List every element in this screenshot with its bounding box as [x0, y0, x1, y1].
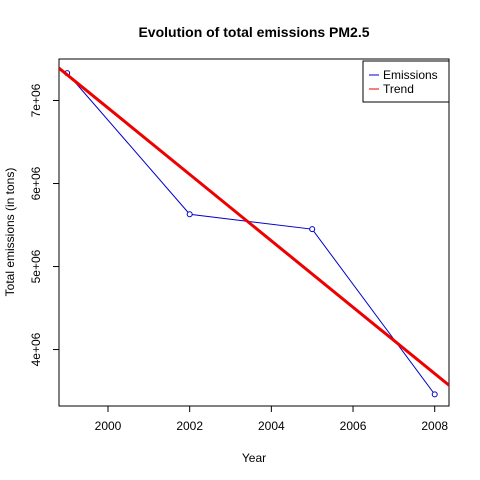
data-point-emissions [187, 212, 192, 217]
y-axis: 4e+06 5e+06 6e+06 7e+06 [29, 83, 59, 366]
y-tick-label: 7e+06 [29, 83, 43, 117]
legend: Emissions Trend [363, 61, 449, 102]
y-tick-label: 4e+06 [29, 332, 43, 366]
series-line-trend [59, 68, 449, 385]
series-layer [59, 68, 449, 397]
x-tick-label: 2004 [258, 419, 285, 433]
data-point-emissions [432, 392, 437, 397]
x-axis-label: Year [242, 451, 266, 465]
x-tick-label: 2008 [421, 419, 448, 433]
chart-title: Evolution of total emissions PM2.5 [138, 24, 369, 40]
x-tick-label: 2002 [176, 419, 203, 433]
data-point-emissions [310, 227, 315, 232]
x-tick-label: 2006 [340, 419, 367, 433]
legend-label-emissions: Emissions [383, 68, 438, 82]
x-tick-label: 2000 [95, 419, 122, 433]
legend-label-trend: Trend [383, 82, 414, 96]
plot-frame [59, 59, 449, 406]
y-tick-label: 5e+06 [29, 249, 43, 283]
y-tick-label: 6e+06 [29, 166, 43, 200]
y-axis-label: Total emissions (in tons) [3, 168, 17, 297]
x-axis: 2000 2002 2004 2006 2008 [95, 406, 449, 433]
